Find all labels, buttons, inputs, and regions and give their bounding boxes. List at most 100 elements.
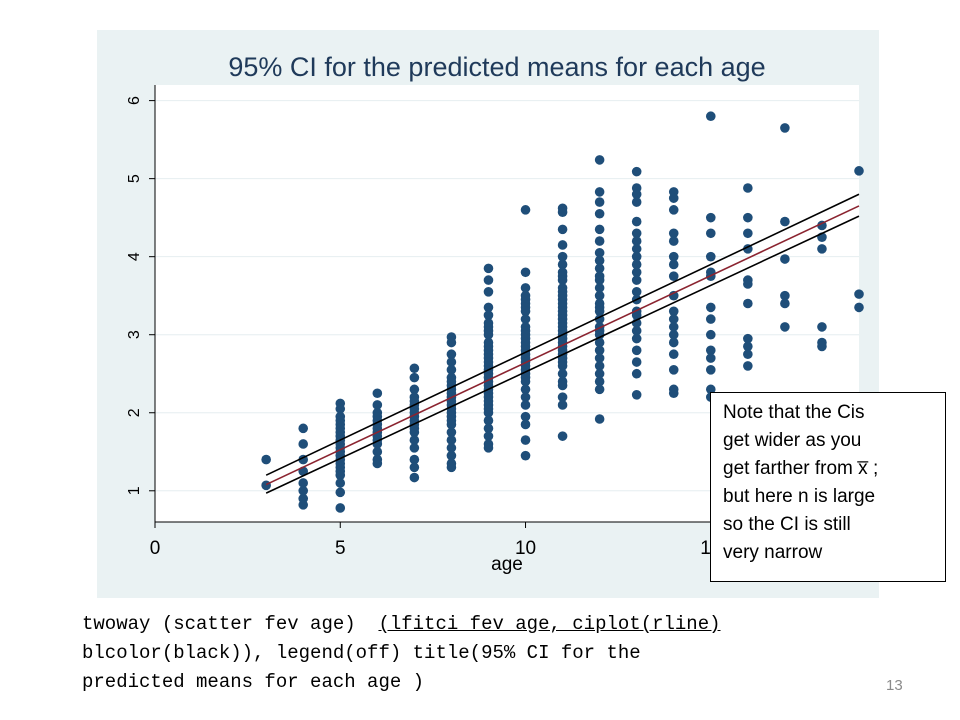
- data-point: [594, 306, 605, 317]
- data-point: [520, 376, 531, 387]
- stata-command: twoway (scatter fev age) (lfitci fev age…: [82, 610, 721, 697]
- data-point: [780, 123, 790, 133]
- data-point: [594, 197, 605, 207]
- data-point: [705, 212, 716, 223]
- data-point: [409, 372, 420, 383]
- data-point: [594, 329, 605, 340]
- data-point: [705, 302, 716, 313]
- y-tick-label: 4: [126, 252, 143, 261]
- data-point: [594, 263, 605, 274]
- data-point: [780, 322, 790, 332]
- data-point: [409, 384, 420, 395]
- data-point: [668, 259, 679, 270]
- data-point: [668, 251, 679, 262]
- data-point: [557, 361, 568, 371]
- data-point: [854, 289, 864, 299]
- data-point: [780, 290, 790, 301]
- data-point: [631, 390, 642, 400]
- data-point: [631, 267, 642, 278]
- data-point: [705, 228, 716, 239]
- note-line: but here n is large: [723, 486, 876, 507]
- data-point: [409, 443, 420, 453]
- x-axis-label: age: [491, 554, 523, 575]
- data-point: [446, 357, 457, 367]
- data-point: [668, 228, 679, 239]
- data-point: [409, 363, 420, 374]
- data-point: [483, 407, 494, 418]
- data-point: [743, 333, 753, 344]
- note-line: get wider as you: [723, 430, 862, 451]
- data-point: [594, 361, 605, 371]
- data-point: [594, 275, 605, 285]
- data-point: [557, 431, 568, 441]
- data-point: [631, 197, 642, 207]
- data-point: [594, 283, 605, 293]
- data-point: [631, 333, 642, 344]
- data-point: [557, 207, 568, 217]
- data-point: [520, 435, 531, 445]
- data-point: [446, 427, 457, 438]
- ci-upper-line: [265, 193, 860, 476]
- data-point: [483, 423, 494, 434]
- data-point: [594, 376, 605, 387]
- data-point: [261, 480, 271, 491]
- data-point: [557, 251, 568, 262]
- data-point: [743, 298, 753, 309]
- data-point: [668, 349, 679, 360]
- data-point: [446, 443, 457, 453]
- data-point: [631, 275, 642, 285]
- code-line-1-underlined: (lfitci fev age, ciplot(rline): [378, 613, 721, 635]
- data-point: [743, 341, 753, 352]
- data-point: [483, 263, 494, 274]
- note-line: get farther from x̅ ;: [723, 458, 879, 479]
- data-point: [668, 329, 679, 340]
- data-point: [409, 462, 420, 473]
- x-tick-label: 0: [150, 538, 161, 559]
- data-point: [854, 166, 864, 176]
- data-point: [705, 314, 716, 324]
- chart-title: 95% CI for the predicted means for each …: [228, 52, 765, 82]
- data-point: [631, 357, 642, 367]
- data-point: [483, 329, 494, 340]
- data-point: [631, 189, 642, 200]
- data-point: [668, 271, 679, 281]
- axis-ticks: 123456051015: [126, 96, 721, 559]
- data-point: [409, 472, 420, 483]
- data-point: [335, 503, 346, 513]
- data-point: [631, 216, 642, 227]
- data-point: [743, 361, 753, 371]
- data-point: [668, 236, 679, 246]
- code-line-1-prefix: twoway (scatter fev age): [82, 613, 379, 635]
- fit-lines: [265, 193, 860, 494]
- data-point: [594, 155, 605, 165]
- data-point: [668, 337, 679, 348]
- data-point: [520, 392, 531, 402]
- data-point: [705, 384, 716, 395]
- data-point: [594, 187, 605, 197]
- data-point: [557, 368, 568, 379]
- data-point: [705, 365, 716, 375]
- data-point: [557, 380, 568, 391]
- data-point: [446, 349, 457, 360]
- fit-line: [265, 205, 860, 486]
- data-point: [668, 388, 679, 399]
- data-point: [668, 193, 679, 203]
- note-line: so the CI is still: [723, 514, 851, 535]
- y-tick-label: 5: [126, 174, 143, 183]
- data-points: [261, 111, 864, 513]
- data-point: [298, 485, 309, 496]
- data-point: [594, 337, 605, 348]
- data-point: [483, 302, 494, 313]
- data-point: [668, 205, 679, 215]
- data-point: [335, 487, 346, 498]
- data-point: [483, 431, 494, 441]
- data-point: [520, 205, 531, 215]
- data-point: [520, 419, 531, 430]
- data-point: [705, 111, 716, 122]
- data-point: [520, 450, 531, 461]
- data-point: [520, 283, 531, 293]
- data-point: [594, 414, 605, 424]
- data-point: [372, 446, 383, 457]
- data-point: [520, 314, 531, 324]
- data-point: [594, 290, 605, 301]
